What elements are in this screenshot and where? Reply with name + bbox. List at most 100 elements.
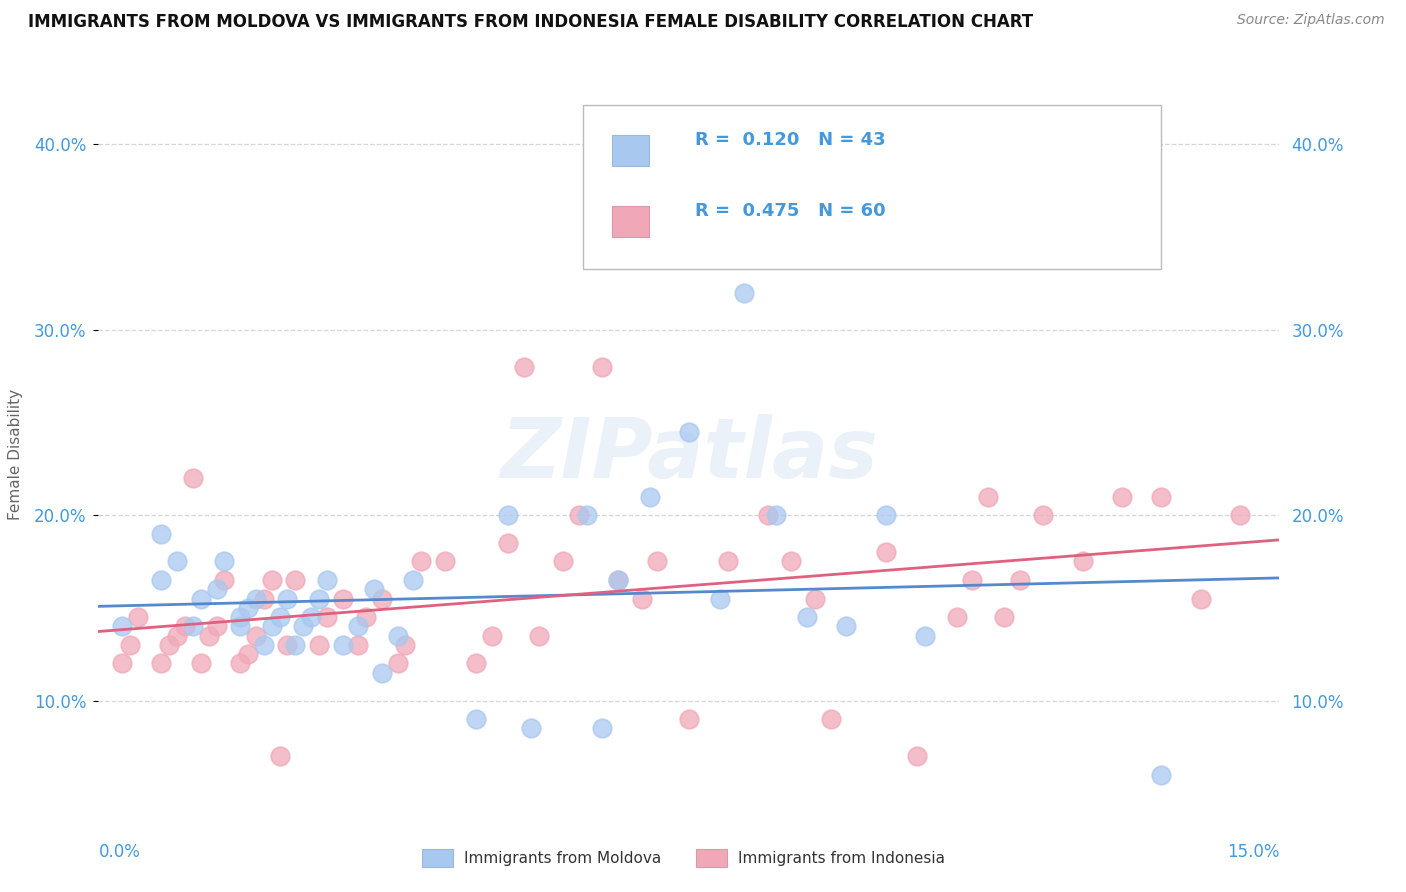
Point <box>1008 573 1031 587</box>
Point <box>638 490 661 504</box>
Point <box>1189 591 1212 606</box>
Point <box>236 600 259 615</box>
Point <box>411 554 433 568</box>
Point <box>945 610 967 624</box>
Point <box>465 712 488 726</box>
Point <box>245 629 267 643</box>
Point <box>190 591 212 606</box>
Point <box>678 425 700 439</box>
Point <box>181 471 204 485</box>
FancyBboxPatch shape <box>582 105 1161 269</box>
Point <box>284 638 307 652</box>
Point <box>591 721 613 735</box>
Point <box>174 619 197 633</box>
Point <box>363 582 385 597</box>
Point <box>260 619 283 633</box>
Point <box>717 554 740 568</box>
Point <box>496 536 519 550</box>
Point <box>647 554 669 568</box>
Point <box>299 610 322 624</box>
Point <box>157 638 180 652</box>
Point <box>607 573 630 587</box>
Text: R =  0.120   N = 43: R = 0.120 N = 43 <box>695 130 886 148</box>
Text: 15.0%: 15.0% <box>1227 843 1279 861</box>
Point <box>150 526 173 541</box>
Point <box>332 638 354 652</box>
Point <box>756 508 779 523</box>
Point <box>481 629 503 643</box>
Point <box>387 629 409 643</box>
Text: Immigrants from Indonesia: Immigrants from Indonesia <box>738 851 945 865</box>
Point <box>371 591 394 606</box>
Point <box>835 619 858 633</box>
Point <box>197 629 219 643</box>
Point <box>118 638 141 652</box>
Point <box>875 545 897 559</box>
Point <box>591 359 613 374</box>
Point <box>308 591 330 606</box>
Point <box>796 610 818 624</box>
Point <box>276 591 298 606</box>
Point <box>402 573 425 587</box>
Point <box>181 619 204 633</box>
Y-axis label: Female Disability: Female Disability <box>8 389 22 521</box>
Point <box>190 657 212 671</box>
FancyBboxPatch shape <box>612 206 650 237</box>
Point <box>292 619 315 633</box>
Point <box>236 647 259 661</box>
Point <box>804 591 827 606</box>
Point <box>111 619 134 633</box>
Point <box>284 573 307 587</box>
Point <box>260 573 283 587</box>
Point <box>875 508 897 523</box>
Point <box>214 554 236 568</box>
Point <box>347 619 370 633</box>
Point <box>512 359 534 374</box>
Point <box>1150 767 1173 781</box>
Point <box>433 554 456 568</box>
Point <box>229 657 252 671</box>
Point <box>678 712 700 726</box>
Point <box>166 629 188 643</box>
Text: IMMIGRANTS FROM MOLDOVA VS IMMIGRANTS FROM INDONESIA FEMALE DISABILITY CORRELATI: IMMIGRANTS FROM MOLDOVA VS IMMIGRANTS FR… <box>28 13 1033 31</box>
Text: Source: ZipAtlas.com: Source: ZipAtlas.com <box>1237 13 1385 28</box>
Point <box>709 591 731 606</box>
Point <box>1071 554 1094 568</box>
Point <box>993 610 1015 624</box>
Point <box>229 619 252 633</box>
Point <box>276 638 298 652</box>
Point <box>529 629 551 643</box>
Point <box>465 657 488 671</box>
Point <box>568 508 591 523</box>
Point <box>332 591 354 606</box>
Point <box>820 712 842 726</box>
Point <box>962 573 984 587</box>
Point <box>166 554 188 568</box>
Point <box>253 591 276 606</box>
Point <box>269 610 291 624</box>
Point <box>520 721 543 735</box>
Point <box>127 610 149 624</box>
Point <box>253 638 276 652</box>
Point <box>315 610 337 624</box>
Point <box>347 638 370 652</box>
Point <box>387 657 409 671</box>
Point <box>150 573 173 587</box>
Point <box>245 591 267 606</box>
Point <box>371 665 394 680</box>
Point <box>229 610 252 624</box>
Point <box>111 657 134 671</box>
Point <box>205 582 228 597</box>
Text: ZIPatlas: ZIPatlas <box>501 415 877 495</box>
FancyBboxPatch shape <box>612 135 650 166</box>
Point <box>269 749 291 764</box>
Point <box>1229 508 1251 523</box>
Point <box>1111 490 1133 504</box>
Point <box>977 490 1000 504</box>
Point <box>905 749 928 764</box>
Point <box>575 508 598 523</box>
Point <box>315 573 337 587</box>
Point <box>354 610 377 624</box>
Point <box>150 657 173 671</box>
Point <box>394 638 416 652</box>
